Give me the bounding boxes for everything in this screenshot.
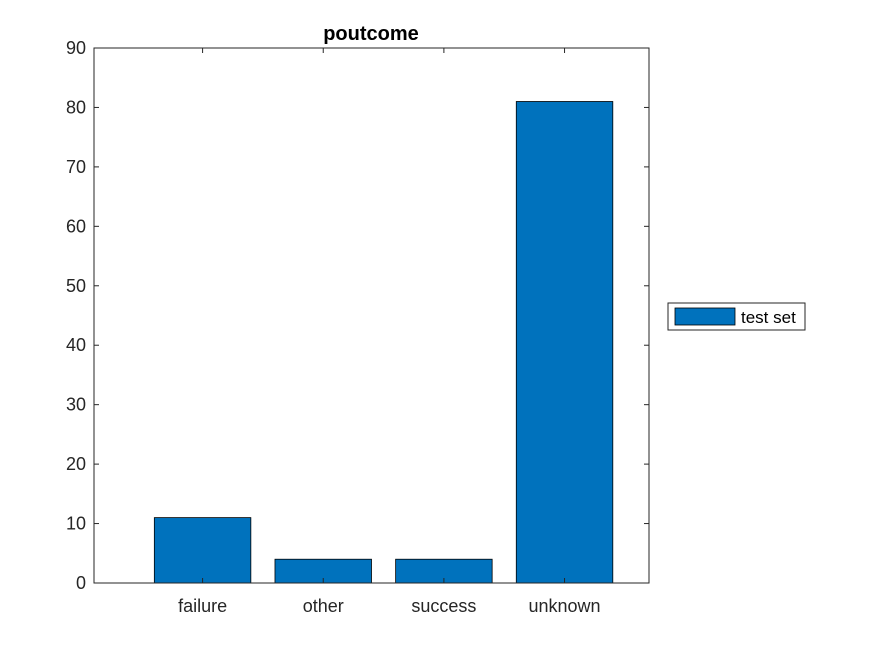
chart-title: poutcome bbox=[323, 23, 419, 45]
y-tick-label: 70 bbox=[66, 157, 86, 177]
y-tick-label: 10 bbox=[66, 514, 86, 534]
y-tick-label: 20 bbox=[66, 454, 86, 474]
y-tick-label: 0 bbox=[76, 573, 86, 593]
x-tick-label: failure bbox=[178, 596, 227, 616]
legend: test set bbox=[667, 302, 806, 331]
bars-group bbox=[153, 101, 614, 584]
y-tick-labels: 0 10 20 30 40 50 60 70 80 90 bbox=[66, 38, 86, 593]
bar-failure bbox=[153, 517, 252, 584]
x-tick-label: other bbox=[303, 596, 344, 616]
y-tick-label: 40 bbox=[66, 335, 86, 355]
x-tick-labels: failure other success unknown bbox=[178, 596, 601, 616]
bar-unknown bbox=[515, 101, 614, 584]
y-tick-label: 30 bbox=[66, 395, 86, 415]
y-tick-label: 50 bbox=[66, 276, 86, 296]
y-tick-label: 80 bbox=[66, 97, 86, 117]
axes-box bbox=[93, 47, 650, 584]
legend-label: test set bbox=[741, 308, 796, 327]
x-tick-label: success bbox=[411, 596, 476, 616]
y-tick-label: 90 bbox=[66, 38, 86, 58]
y-tick-label: 60 bbox=[66, 216, 86, 236]
x-tick-label: unknown bbox=[529, 596, 601, 616]
legend-swatch bbox=[674, 307, 736, 326]
